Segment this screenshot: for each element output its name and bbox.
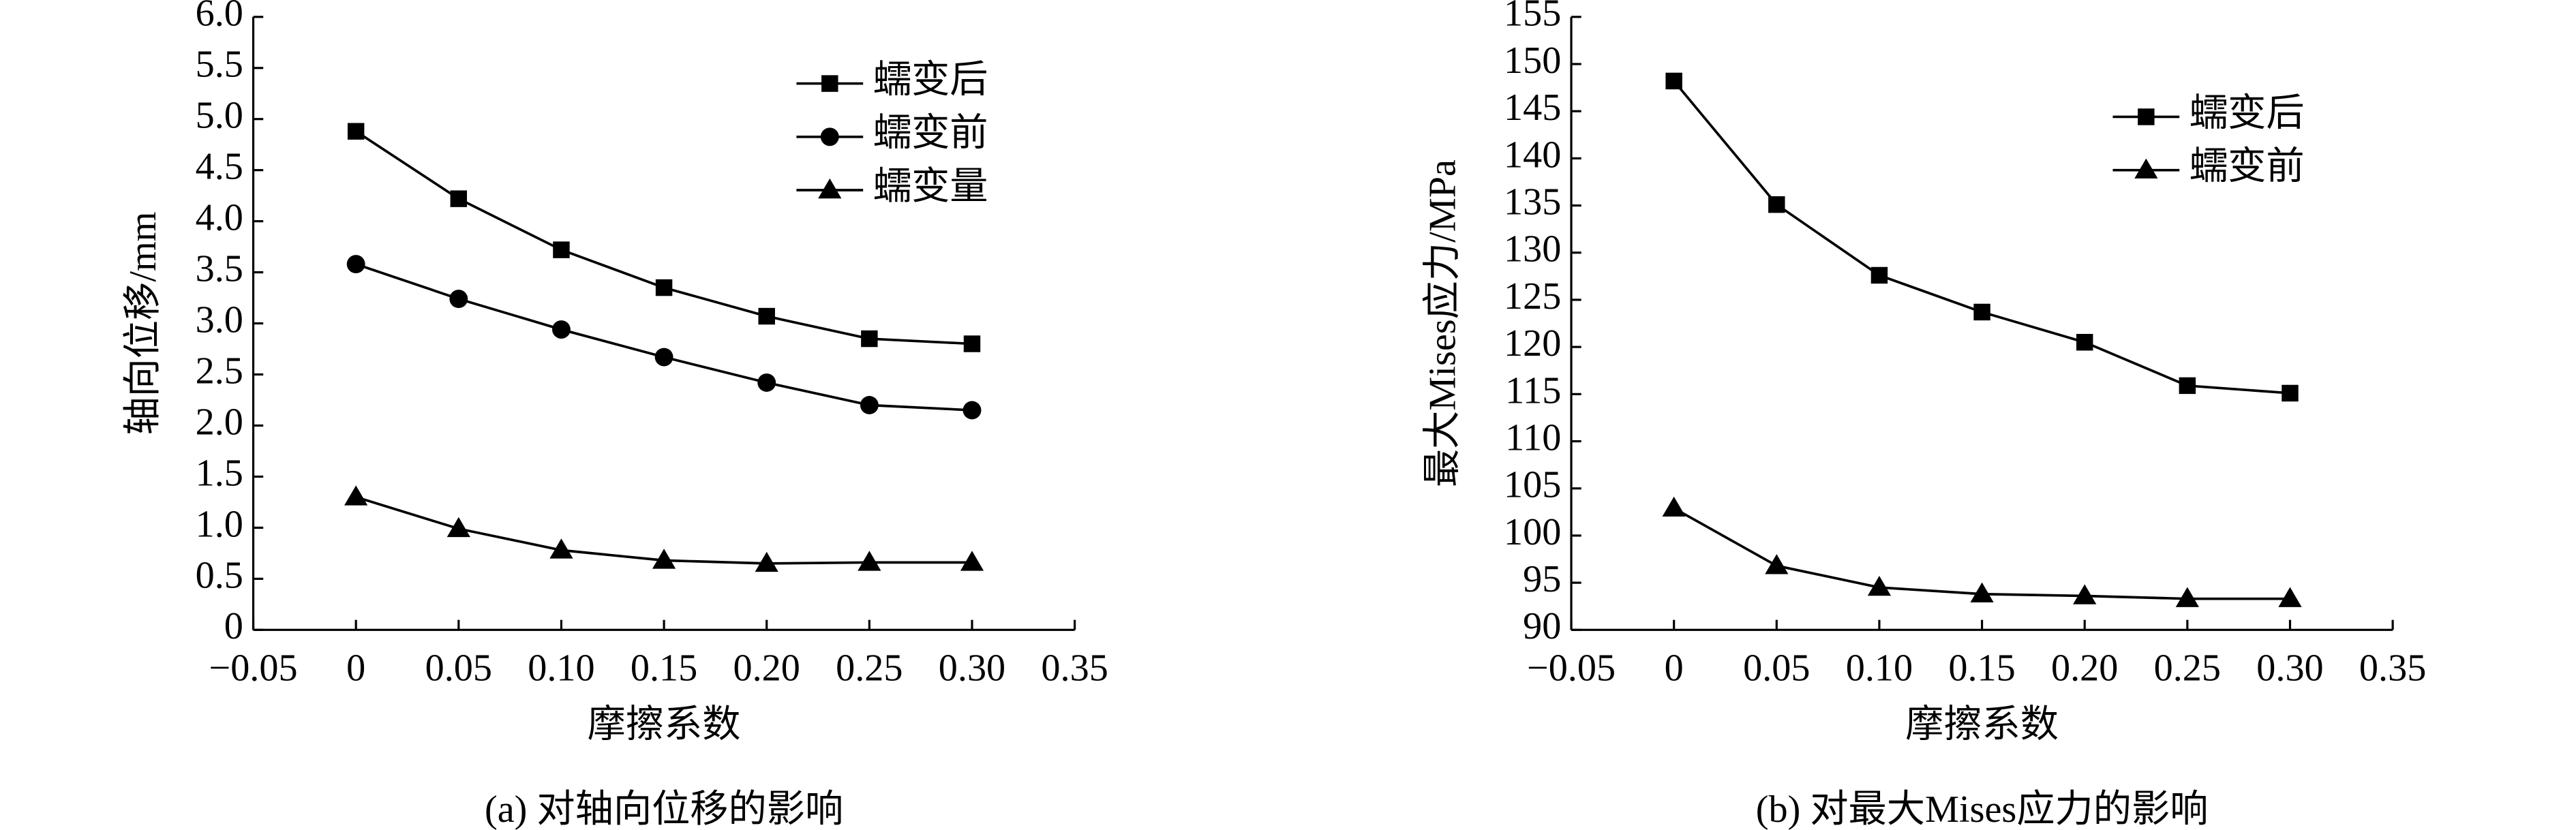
- marker: [1867, 575, 1892, 596]
- y-tick-label: 0.5: [196, 554, 243, 596]
- marker: [1768, 196, 1785, 213]
- y-tick-label: 130: [1504, 228, 1561, 271]
- y-tick-label: 120: [1504, 322, 1561, 365]
- x-axis-label: 摩擦系数: [1905, 703, 2059, 746]
- y-tick-label: 150: [1504, 40, 1561, 82]
- x-tick-label: 0.25: [836, 647, 903, 689]
- y-tick-label: 4.0: [196, 197, 243, 239]
- y-tick-label: 90: [1523, 605, 1561, 647]
- series-line: [355, 130, 973, 345]
- marker: [549, 538, 573, 559]
- x-tick-label: 0.10: [1846, 647, 1913, 689]
- caption: (b) 对最大Mises应力的影响: [1756, 788, 2209, 830]
- marker: [2076, 334, 2093, 351]
- y-tick-label: 5.5: [196, 44, 243, 86]
- marker: [346, 255, 365, 274]
- y-tick-label: 2.5: [196, 350, 243, 392]
- marker: [757, 373, 776, 392]
- y-tick-label: 125: [1504, 275, 1561, 318]
- marker: [2282, 384, 2299, 402]
- y-tick-label: 105: [1504, 464, 1561, 506]
- y-tick-label: 95: [1523, 558, 1561, 600]
- y-tick-label: 115: [1505, 369, 1561, 412]
- x-tick-label: 0.15: [1948, 647, 2015, 689]
- marker: [821, 75, 838, 92]
- x-tick-label: 0: [1665, 647, 1684, 689]
- marker: [818, 178, 842, 199]
- y-tick-label: 0: [224, 605, 243, 647]
- y-tick-label: 5.0: [196, 95, 243, 137]
- y-axis-label: 最大Mises应力/MPa: [1422, 159, 1464, 487]
- x-tick-label: 0.20: [733, 647, 800, 689]
- marker: [2175, 587, 2199, 607]
- legend-label: 蠕变前: [873, 112, 988, 155]
- y-axis-label: 轴向位移/mm: [122, 212, 164, 435]
- legend-label: 蠕变前: [2189, 146, 2305, 188]
- marker: [2179, 377, 2196, 395]
- y-tick-label: 135: [1504, 181, 1561, 223]
- y-tick-label: 1.0: [196, 503, 243, 545]
- marker: [1870, 266, 1888, 284]
- marker: [1665, 72, 1682, 90]
- x-tick-label: −0.05: [209, 647, 297, 689]
- marker: [1765, 554, 1789, 574]
- marker: [652, 549, 676, 569]
- y-tick-label: 100: [1504, 511, 1561, 553]
- marker: [347, 123, 365, 140]
- legend-label: 蠕变后: [2189, 92, 2305, 134]
- y-tick-label: 6.0: [196, 0, 243, 35]
- marker: [820, 127, 839, 147]
- x-tick-label: 0.35: [1041, 647, 1108, 689]
- marker: [2278, 587, 2302, 607]
- marker: [858, 551, 881, 571]
- marker: [1662, 496, 1686, 517]
- marker: [2073, 584, 2097, 604]
- marker: [2138, 108, 2155, 125]
- x-tick-label: 0.35: [2359, 647, 2426, 689]
- x-tick-label: 0.30: [939, 647, 1005, 689]
- marker: [860, 396, 879, 414]
- x-tick-label: 0.05: [1743, 647, 1810, 689]
- marker: [344, 485, 368, 506]
- y-tick-label: 4.5: [196, 146, 243, 188]
- x-axis-label: 摩擦系数: [588, 703, 741, 746]
- marker: [450, 190, 468, 207]
- x-tick-label: 0: [346, 647, 365, 689]
- y-tick-label: 140: [1504, 134, 1561, 176]
- y-tick-label: 3.0: [196, 298, 243, 341]
- marker: [2134, 158, 2158, 179]
- marker: [553, 241, 570, 258]
- marker: [1970, 582, 1994, 602]
- marker: [963, 335, 981, 352]
- x-tick-label: 0.20: [2051, 647, 2118, 689]
- y-tick-label: 110: [1505, 416, 1561, 459]
- legend-label: 蠕变后: [873, 59, 988, 101]
- caption: (a) 对轴向位移的影响: [485, 788, 843, 830]
- marker: [655, 279, 673, 296]
- marker: [755, 551, 778, 572]
- y-tick-label: 145: [1504, 87, 1561, 129]
- marker: [1973, 303, 1990, 321]
- y-tick-label: 3.5: [196, 248, 243, 290]
- x-tick-label: 0.05: [425, 647, 492, 689]
- x-tick-label: −0.05: [1527, 647, 1616, 689]
- x-tick-label: 0.10: [528, 647, 594, 689]
- x-tick-label: 0.25: [2154, 647, 2221, 689]
- marker: [960, 551, 984, 571]
- marker: [449, 290, 468, 309]
- y-tick-label: 1.5: [196, 452, 243, 494]
- x-tick-label: 0.15: [631, 647, 697, 689]
- marker: [654, 348, 673, 367]
- marker: [963, 401, 982, 420]
- y-tick-label: 155: [1504, 0, 1561, 35]
- marker: [758, 307, 775, 325]
- x-tick-label: 0.30: [2256, 647, 2323, 689]
- marker: [446, 517, 470, 538]
- y-tick-label: 2.0: [196, 401, 243, 443]
- marker: [861, 330, 878, 348]
- legend-label: 蠕变量: [873, 166, 988, 208]
- marker: [552, 320, 571, 339]
